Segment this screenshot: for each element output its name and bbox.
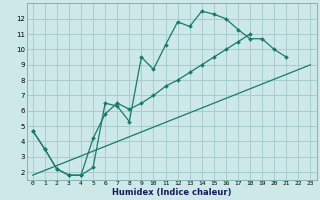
X-axis label: Humidex (Indice chaleur): Humidex (Indice chaleur) bbox=[112, 188, 231, 197]
